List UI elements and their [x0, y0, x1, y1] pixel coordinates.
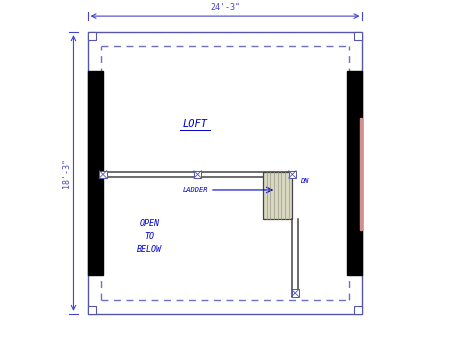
Bar	[263, 172, 293, 219]
Text: LADDER: LADDER	[183, 187, 208, 193]
Bar	[88, 306, 95, 314]
Bar	[347, 71, 362, 275]
Text: OPEN
TO
BELOW: OPEN TO BELOW	[137, 219, 162, 254]
Bar	[355, 32, 362, 40]
Text: LOFT: LOFT	[182, 119, 207, 129]
Text: 18'-3": 18'-3"	[62, 158, 71, 188]
Bar	[88, 71, 103, 275]
Bar	[88, 32, 95, 40]
Bar	[99, 171, 107, 178]
Bar	[355, 306, 362, 314]
Bar	[194, 171, 201, 178]
Text: DN: DN	[300, 177, 308, 184]
Text: 24'-3": 24'-3"	[210, 3, 240, 12]
Bar	[292, 289, 299, 297]
Bar	[288, 171, 296, 178]
Bar	[360, 118, 362, 230]
Bar	[88, 32, 362, 314]
